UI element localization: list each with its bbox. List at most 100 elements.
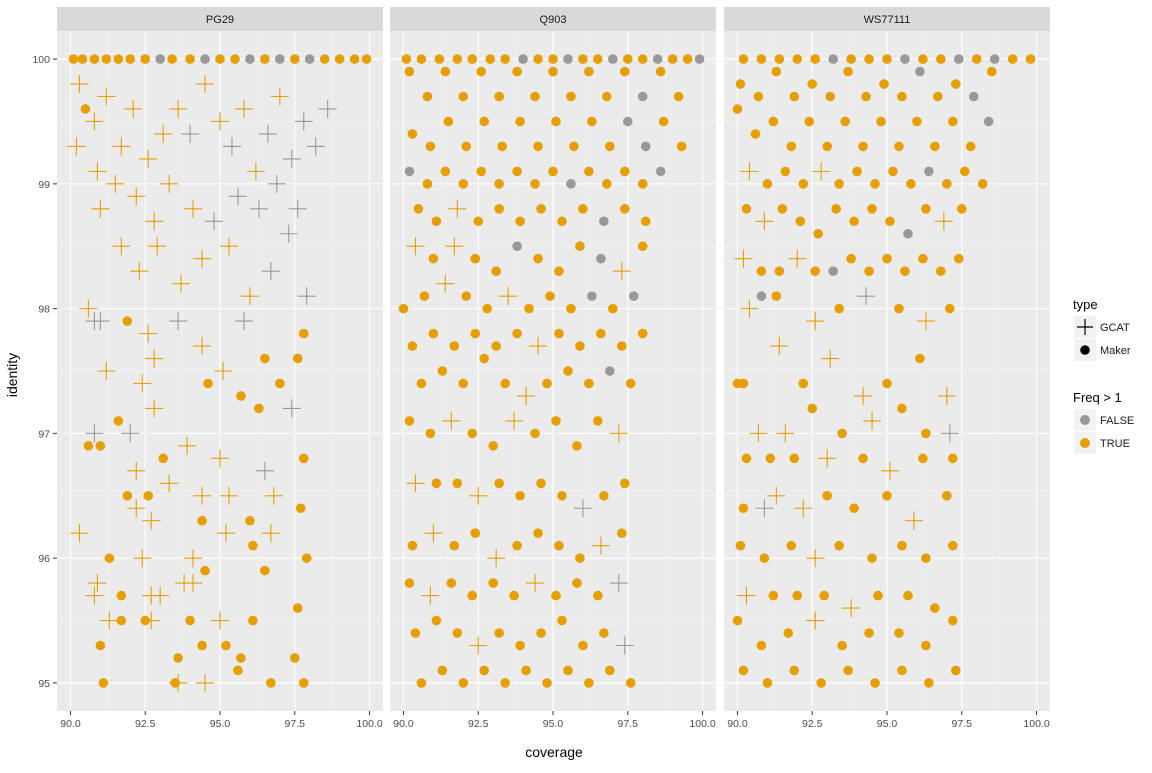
maker-point: [673, 91, 684, 102]
y-tick-label: 97: [38, 428, 50, 440]
facet-strip: [57, 7, 383, 31]
maker-point: [768, 590, 779, 601]
maker-point: [750, 129, 761, 139]
maker-point: [470, 253, 481, 264]
gcat-point: [749, 424, 768, 443]
gcat-point: [91, 312, 110, 331]
maker-point: [566, 179, 576, 189]
maker-point: [599, 216, 609, 227]
maker-point: [732, 615, 743, 626]
maker-point: [652, 54, 663, 64]
maker-point: [437, 366, 448, 376]
maker-point: [628, 291, 639, 301]
maker-point: [494, 478, 504, 489]
maker-point: [548, 166, 558, 177]
maker-point: [524, 303, 534, 314]
maker-point: [822, 490, 832, 501]
x-tick-label: 95.0: [210, 718, 231, 730]
gcat-point: [85, 586, 104, 605]
gcat-point: [818, 449, 837, 468]
maker-point: [404, 66, 415, 77]
gcat-point: [88, 162, 107, 181]
legend-label-false: FALSE: [1100, 415, 1134, 427]
gcat-point: [79, 299, 98, 318]
gcat-point: [193, 337, 212, 356]
maker-point: [640, 216, 651, 227]
maker-point: [536, 203, 546, 214]
maker-point: [735, 79, 746, 89]
maker-point: [515, 116, 525, 127]
maker-point: [452, 478, 463, 489]
maker-point: [488, 441, 498, 451]
maker-point: [637, 241, 648, 252]
gcat-point: [91, 199, 110, 218]
maker-point: [828, 54, 838, 64]
gcat-point: [112, 137, 131, 156]
gcat-point: [821, 349, 840, 368]
maker-point: [407, 540, 418, 551]
gcat-point: [70, 75, 89, 94]
maker-point: [83, 441, 94, 451]
maker-point: [655, 66, 666, 77]
maker-point: [116, 590, 127, 601]
maker-point: [557, 490, 567, 501]
maker-point: [795, 216, 806, 227]
maker-point: [584, 166, 594, 177]
gcat-point: [424, 524, 443, 543]
maker-point: [956, 203, 967, 214]
maker-point: [786, 141, 797, 152]
maker-point: [622, 116, 633, 127]
maker-point: [542, 378, 552, 389]
maker-point: [840, 116, 850, 127]
gcat-point: [306, 137, 325, 156]
maker-point: [236, 391, 246, 401]
maker-point: [554, 266, 564, 276]
maker-point: [334, 54, 345, 64]
gcat-point: [755, 499, 774, 518]
facet-strip-label: PG29: [206, 14, 234, 26]
facet-strip: [724, 7, 1050, 31]
maker-point: [485, 54, 495, 64]
maker-point: [140, 615, 151, 626]
maker-point: [266, 678, 276, 688]
maker-point: [458, 91, 469, 102]
maker-point: [458, 378, 469, 389]
maker-point: [578, 640, 588, 651]
maker-point: [616, 341, 627, 351]
maker-point: [545, 291, 555, 301]
maker-point: [245, 54, 255, 64]
maker-point: [831, 203, 841, 214]
maker-point: [885, 216, 895, 227]
gcat-point: [737, 586, 756, 605]
maker-point: [593, 54, 603, 64]
maker-point: [735, 540, 746, 551]
maker-point: [554, 540, 564, 551]
gcat-point: [806, 312, 825, 331]
maker-point: [888, 166, 898, 177]
legend-title-type: type: [1073, 297, 1098, 312]
gcat-point: [154, 124, 173, 143]
maker-point: [947, 540, 958, 551]
maker-point: [422, 91, 433, 102]
maker-point: [122, 316, 133, 326]
gcat-point: [234, 312, 253, 331]
maker-point: [989, 54, 1000, 64]
gcat-point: [249, 199, 268, 218]
maker-point: [419, 291, 430, 301]
maker-point: [897, 91, 907, 102]
maker-point: [482, 303, 493, 314]
gcat-point: [812, 162, 831, 181]
maker-point: [398, 303, 409, 314]
maker-point: [295, 503, 306, 514]
maker-point: [843, 665, 853, 676]
maker-point: [563, 54, 573, 64]
maker-point: [942, 490, 952, 501]
maker-point: [185, 615, 195, 626]
gcat-point: [246, 162, 265, 181]
maker-point: [950, 79, 961, 89]
gcat-point: [282, 399, 301, 418]
legend-key-plus: [1077, 319, 1093, 335]
gcat-point: [267, 174, 286, 193]
maker-point: [557, 216, 567, 227]
